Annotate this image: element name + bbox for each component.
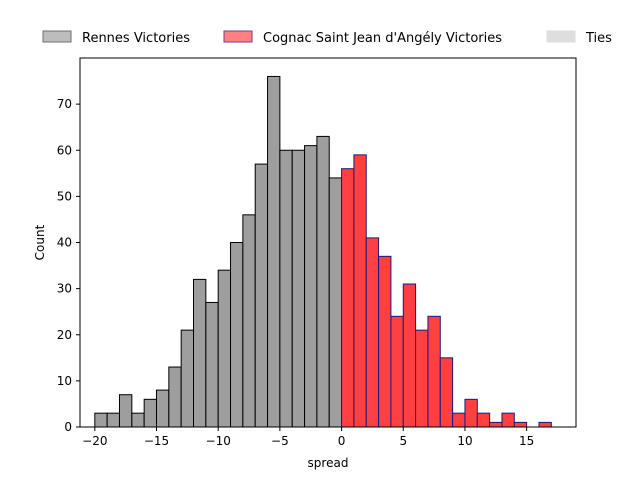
- histogram-bar: [242, 214, 256, 428]
- histogram-bar: [378, 255, 392, 428]
- x-tick-label: −20: [82, 434, 107, 448]
- histogram-bar: [427, 315, 441, 428]
- histogram-bar: [267, 75, 281, 428]
- y-tick-label: 40: [57, 236, 72, 250]
- histogram-bar: [390, 315, 404, 428]
- legend-label: Rennes Victories: [82, 31, 190, 46]
- y-axis-title: Count: [33, 224, 47, 260]
- histogram-bar: [513, 421, 528, 428]
- histogram-bar: [402, 283, 417, 428]
- histogram-bar: [279, 149, 293, 428]
- x-tick-label: −15: [144, 434, 169, 448]
- histogram-bar: [353, 154, 367, 428]
- y-tick-label: 50: [57, 189, 72, 203]
- y-tick-label: 0: [64, 420, 72, 434]
- histogram-bar: [291, 149, 306, 428]
- histogram-bar: [415, 329, 429, 428]
- x-tick-label: 15: [519, 434, 534, 448]
- x-tick-label: −10: [206, 434, 231, 448]
- histogram-bar: [501, 412, 515, 428]
- histogram-bar: [94, 412, 108, 428]
- legend-swatch: [546, 30, 576, 43]
- histogram-bar: [217, 269, 232, 428]
- x-tick-label: 0: [338, 434, 346, 448]
- y-tick-label: 70: [57, 97, 72, 111]
- y-axis: 0 10 20 30 40 50 60 70: [57, 97, 80, 434]
- histogram-bar: [230, 242, 244, 428]
- histogram-bar: [489, 421, 503, 428]
- y-tick-label: 60: [57, 143, 72, 157]
- histogram-bar: [328, 177, 343, 428]
- bars-layer: [94, 75, 552, 428]
- y-tick-label: 20: [57, 328, 72, 342]
- y-tick-label: 30: [57, 282, 72, 296]
- histogram-bar: [254, 163, 269, 428]
- histogram-bar: [439, 357, 454, 428]
- histogram-bar: [180, 329, 195, 428]
- histogram-bar: [131, 412, 145, 428]
- x-axis: −20 −15 −10 −5 0 5 10 15: [82, 427, 534, 448]
- histogram-bar: [193, 278, 207, 428]
- histogram-bar: [143, 398, 157, 428]
- x-axis-title: spread: [308, 456, 349, 470]
- legend: Rennes Victories Cognac Saint Jean d'Angé…: [42, 30, 612, 46]
- legend-label: Cognac Saint Jean d'Angély Victories: [263, 31, 502, 46]
- histogram-bar: [341, 168, 355, 428]
- legend-swatch: [42, 30, 72, 43]
- histogram-bar: [538, 421, 552, 428]
- histogram-bar: [168, 366, 182, 428]
- histogram-bar: [476, 412, 491, 428]
- x-tick-label: 5: [399, 434, 407, 448]
- y-tick-label: 10: [57, 374, 72, 388]
- histogram-bar: [304, 145, 318, 428]
- x-tick-label: 10: [457, 434, 472, 448]
- legend-label: Ties: [585, 31, 612, 46]
- histogram-bar: [452, 412, 466, 428]
- histogram-bar: [118, 394, 133, 428]
- x-tick-label: −5: [271, 434, 289, 448]
- legend-swatch: [223, 30, 253, 43]
- histogram-bar: [316, 135, 330, 428]
- histogram-bar: [106, 412, 120, 428]
- histogram-bar: [464, 398, 478, 428]
- histogram-bar: [155, 389, 170, 428]
- histogram-bar: [365, 237, 380, 428]
- histogram-bar: [205, 301, 219, 428]
